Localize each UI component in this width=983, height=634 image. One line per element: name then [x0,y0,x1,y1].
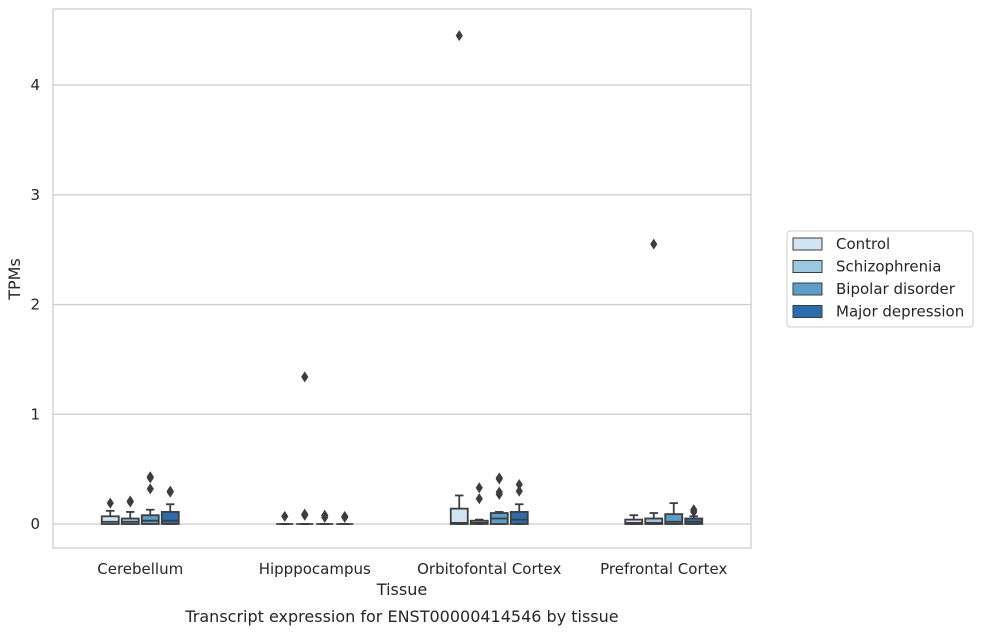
box-3-1 [336,510,354,525]
box-iqr [509,511,529,525]
outlier-2 [301,508,309,520]
box-1-0 [120,495,140,525]
box-0-3 [624,514,644,525]
box-0-1 [276,510,294,525]
outlier-1 [321,509,329,521]
box-2-3 [664,502,684,525]
box-3-2 [509,478,529,525]
box-3-3 [684,504,704,525]
box-iqr [624,518,644,525]
x-tick-label-2: Orbitofontal Cortex [417,560,561,578]
box-2-0 [140,471,160,525]
outlier-1 [166,485,174,497]
outlier-1 [475,482,483,494]
legend-frame [786,230,974,328]
outlier-0 [455,30,463,42]
y-tick-label-2: 2 [30,296,40,314]
box-iqr [160,511,180,525]
box-iqr [140,514,160,525]
box-1-3 [644,238,664,525]
outlier-3 [495,472,503,484]
outlier-0 [281,510,289,522]
legend-label-0: Control [836,235,890,253]
outlier-1 [341,510,349,522]
box-iqr [664,513,684,525]
legend-swatch-1 [792,260,823,273]
y-tick-label-1: 1 [30,405,40,423]
plot-frame [52,8,752,549]
legend-swatch-3 [792,305,823,318]
box-3-0 [160,485,180,525]
outlier-1 [495,486,503,498]
y-tick-label-0: 0 [30,515,40,533]
box-1-1 [296,371,314,525]
outlier-0 [515,485,523,497]
outlier-0 [146,483,154,495]
outlier-0 [475,493,483,505]
outlier-2 [146,471,154,483]
x-tick-label-0: Cerebellum [97,560,183,578]
outlier-0 [650,238,658,250]
outlier-1 [126,495,134,507]
box-2-1 [316,509,334,525]
y-tick-labels: 0 1 2 3 4 [30,76,40,533]
outlier-1 [690,504,698,516]
x-tick-labels: Cerebellum Hipppocampus Orbitofontal Corte… [97,560,727,578]
outlier-1 [515,478,523,490]
legend-label-3: Major depression [836,303,964,321]
y-tick-label-4: 4 [30,76,40,94]
box-1-2 [469,482,489,525]
x-tick-label-3: Prefrontal Cortex [600,560,727,578]
box-iqr [100,515,120,525]
box-plots [100,30,704,525]
box-iqr [644,517,664,525]
legend-swatch-2 [792,282,823,296]
legend-label-2: Bipolar disorder [836,280,956,298]
y-tick-label-3: 3 [30,186,40,204]
outlier-0 [301,371,309,383]
box-0-0 [100,497,120,525]
x-tick-label-1: Hipppocampus [259,560,371,578]
gridlines [53,84,751,525]
chart-caption: Transcript expression for ENST0000041454… [184,607,618,626]
box-iqr [449,507,469,525]
y-axis-title: TPMs [5,258,24,301]
box-2-2 [489,472,509,525]
legend-swatch-0 [792,237,823,251]
box-0-2 [449,30,469,525]
outlier-0 [106,497,114,509]
legend-label-1: Schizophrenia [836,258,941,276]
legend: Control Schizophrenia Bipolar disorder Majo… [786,230,974,328]
x-axis-title: Tissue [376,580,427,599]
